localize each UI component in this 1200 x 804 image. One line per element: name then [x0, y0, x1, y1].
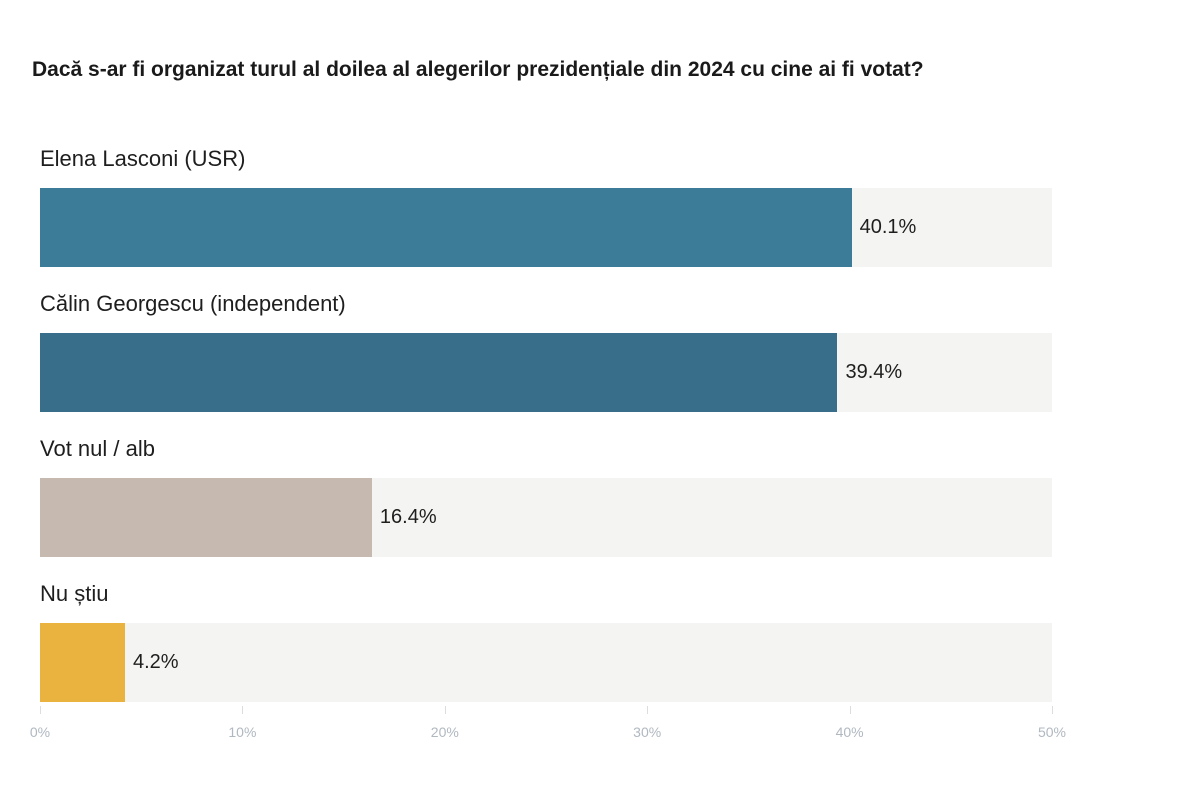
bar — [40, 333, 838, 412]
x-tick-mark — [40, 706, 41, 714]
x-tick-label: 40% — [835, 724, 864, 740]
bar — [40, 623, 125, 702]
bar-track: 4.2% — [40, 623, 1052, 702]
x-tick-label: 20% — [430, 724, 459, 740]
chart-title: Dacă s-ar fi organizat turul al doilea a… — [32, 58, 924, 81]
x-tick-label: 0% — [29, 724, 51, 740]
bar — [40, 188, 852, 267]
category-label: Vot nul / alb — [40, 436, 155, 461]
data-label: 16.4% — [379, 506, 437, 528]
data-label: 4.2% — [133, 651, 179, 673]
x-tick-mark — [647, 706, 649, 714]
x-tick-mark — [242, 706, 244, 714]
x-tick-label: 30% — [633, 724, 662, 740]
data-label: 40.1% — [859, 216, 917, 238]
category-label: Elena Lasconi (USR) — [40, 146, 246, 171]
x-tick-mark — [849, 706, 851, 714]
x-tick-label: 10% — [228, 724, 257, 740]
x-tick-label: 50% — [1037, 724, 1067, 740]
category-label: Călin Georgescu (independent) — [40, 291, 346, 316]
x-tick-mark — [1052, 706, 1053, 714]
bar-track: 39.4% — [40, 333, 1052, 412]
bar-track: 40.1% — [40, 188, 1052, 267]
bar-track: 16.4% — [40, 478, 1052, 557]
x-tick-mark — [444, 706, 446, 714]
bar — [40, 478, 372, 557]
category-label: Nu știu — [40, 581, 109, 606]
data-label: 39.4% — [845, 361, 903, 383]
